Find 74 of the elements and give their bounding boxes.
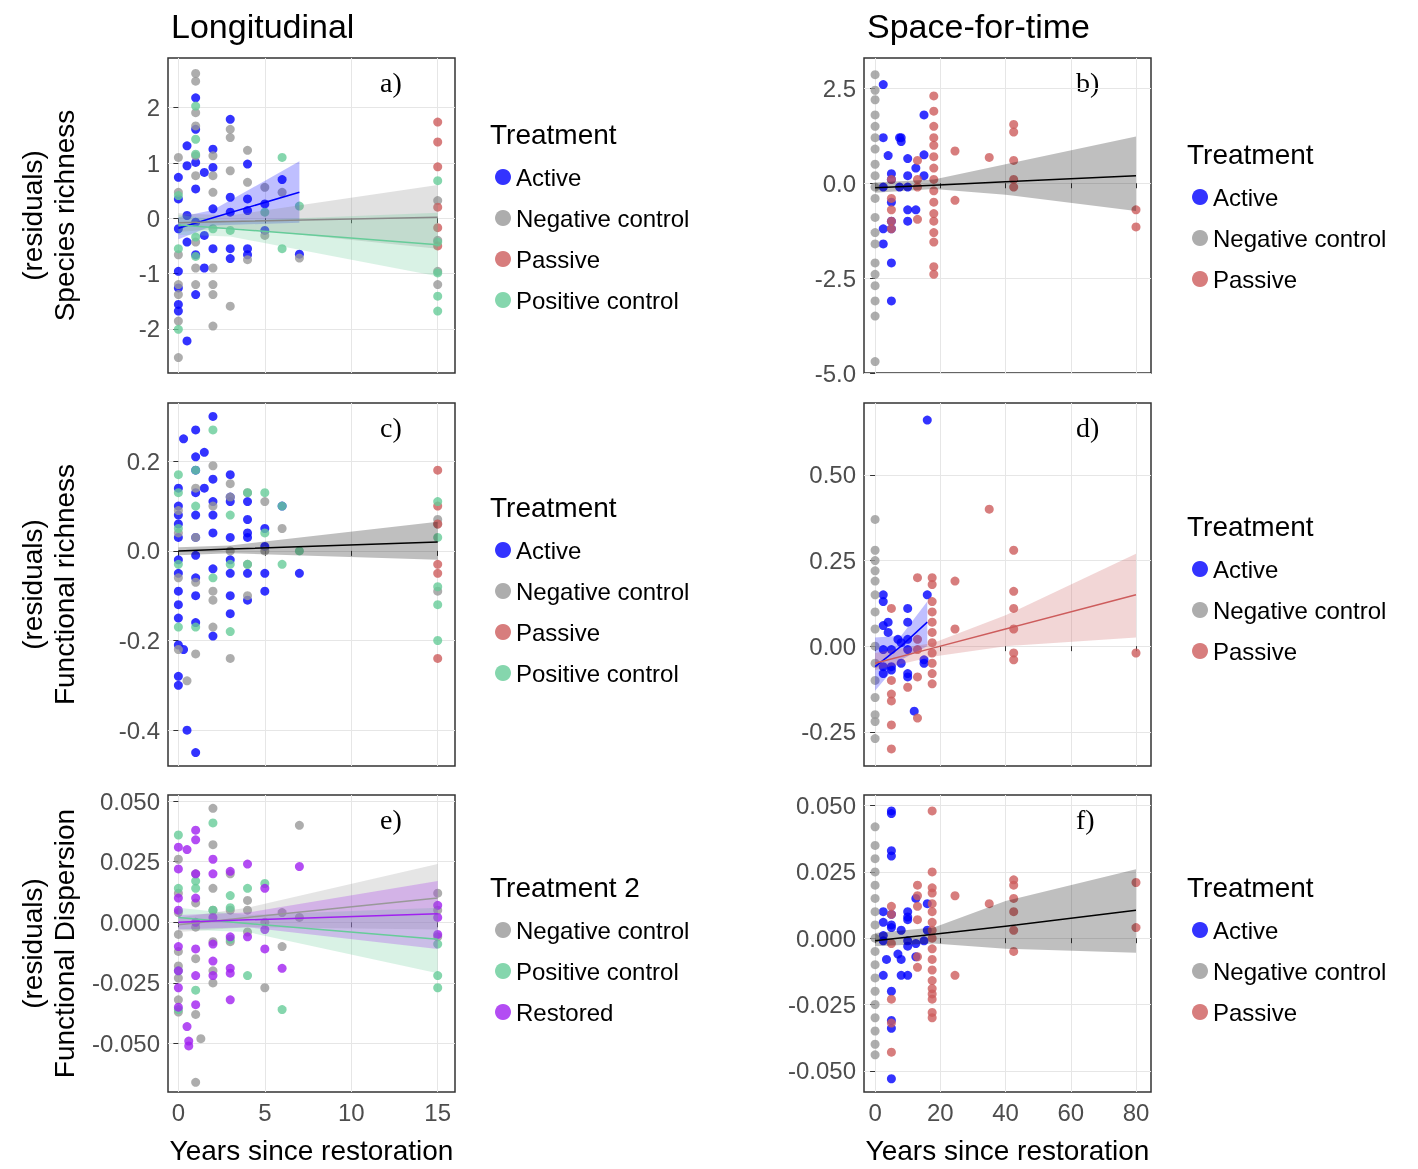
legend-label: Active: [1213, 183, 1279, 211]
legend-label: Active: [1213, 555, 1279, 583]
legend-label: Positive control: [516, 957, 679, 985]
x-tick-label: 5: [258, 1098, 272, 1126]
x-axis-title: Years since restoration: [865, 1134, 1150, 1166]
legend-label: Passive: [1213, 637, 1298, 665]
y-axis-title: (residuals) Species richness: [16, 109, 80, 322]
y-tick-label: 0.025: [795, 858, 856, 886]
legend-title: Treatment: [490, 118, 617, 150]
y-tick-label: 0.2: [126, 447, 160, 475]
x-tick-label: 40: [992, 1098, 1019, 1126]
y-tick-label: 0.025: [99, 848, 160, 876]
legend-label: Negative control: [1213, 596, 1387, 624]
annotation: d): [1076, 411, 1100, 443]
x-tick-label: 0: [171, 1098, 186, 1126]
y-tick-label: -0.4: [118, 716, 160, 744]
y-tick-label: -2: [138, 315, 160, 343]
y-tick-label: -0.025: [91, 969, 160, 997]
legend-label: Passive: [1213, 998, 1298, 1026]
y-tick-label: 0.0: [822, 169, 856, 197]
y-tick-label: 0.050: [795, 792, 856, 820]
y-tick-label: 1: [146, 149, 160, 177]
y-tick-label: -1: [138, 260, 160, 288]
y-axis-title: (residuals) Functional Dispersion: [16, 808, 80, 1079]
y-axis-title: (residuals) Functional richness: [16, 463, 80, 706]
legend-label: Passive: [1213, 265, 1298, 293]
chart-title: Longitudinal: [171, 7, 355, 45]
annotation: a): [380, 66, 402, 98]
y-tick-label: -0.025: [787, 990, 856, 1018]
annotation: f): [1076, 803, 1095, 835]
y-tick-label: 2: [146, 94, 160, 122]
legend-label: Positive control: [516, 659, 679, 687]
x-tick-label: 80: [1122, 1098, 1150, 1126]
legend-label: Active: [1213, 916, 1279, 944]
y-tick-label: 0.0: [126, 537, 160, 565]
legend-title: Treatment: [1187, 871, 1314, 903]
y-tick-label: 0: [146, 204, 160, 232]
y-tick-label: -0.050: [787, 1057, 856, 1085]
legend-title: Treatment: [490, 491, 617, 523]
y-tick-label: 0.00: [809, 632, 856, 660]
legend-label: Restored: [516, 998, 614, 1026]
legend-title: Treatment: [1187, 510, 1314, 542]
y-tick-label: 2.5: [822, 74, 856, 102]
annotation: c): [380, 411, 402, 443]
y-tick-label: 0.50: [809, 461, 856, 489]
legend-title: Treatment 2: [490, 871, 640, 903]
y-tick-label: 0.000: [795, 924, 856, 952]
legend-label: Negative control: [516, 204, 690, 232]
x-tick-label: 60: [1057, 1098, 1085, 1126]
y-tick-label: 0.25: [809, 547, 856, 575]
x-tick-label: 20: [926, 1098, 954, 1126]
x-tick-label: 0: [868, 1098, 882, 1126]
x-tick-label: 10: [337, 1098, 365, 1126]
legend-label: Active: [516, 536, 582, 564]
legend-label: Negative control: [1213, 957, 1387, 985]
legend-label: Negative control: [1213, 224, 1387, 252]
y-tick-label: -2.5: [814, 264, 856, 292]
legend-label: Active: [516, 163, 582, 191]
chart-title: Space-for-time: [867, 7, 1090, 45]
legend-title: Treatment: [1187, 138, 1314, 170]
y-tick-label: 0.000: [99, 908, 160, 936]
y-tick-label: -5.0: [814, 359, 856, 387]
y-tick-label: -0.050: [91, 1030, 160, 1058]
y-tick-label: -0.2: [118, 627, 160, 655]
legend-label: Positive control: [516, 286, 679, 314]
legend-label: Passive: [516, 618, 601, 646]
x-tick-label: 15: [424, 1098, 452, 1126]
legend-label: Negative control: [516, 577, 690, 605]
y-tick-label: 0.050: [99, 787, 160, 815]
x-axis-title: Years since restoration: [169, 1134, 454, 1166]
annotation: e): [380, 803, 402, 835]
legend-label: Negative control: [516, 916, 690, 944]
legend-label: Passive: [516, 245, 601, 273]
y-tick-label: -0.25: [801, 718, 856, 746]
